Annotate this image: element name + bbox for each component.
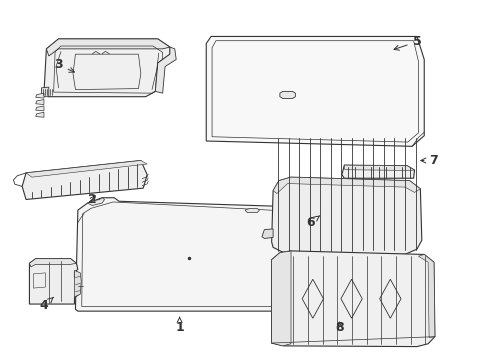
Polygon shape <box>74 270 81 297</box>
Polygon shape <box>36 112 44 117</box>
Polygon shape <box>44 39 170 97</box>
Polygon shape <box>88 198 104 206</box>
Polygon shape <box>29 259 76 267</box>
Text: 6: 6 <box>306 216 320 229</box>
Polygon shape <box>271 251 435 347</box>
Polygon shape <box>36 106 44 111</box>
Text: 3: 3 <box>54 58 74 72</box>
Polygon shape <box>36 100 44 104</box>
Polygon shape <box>418 255 435 338</box>
Polygon shape <box>212 41 418 142</box>
Polygon shape <box>47 39 170 56</box>
Text: 2: 2 <box>88 193 97 206</box>
Polygon shape <box>342 165 415 178</box>
Polygon shape <box>271 251 291 346</box>
Polygon shape <box>22 161 147 199</box>
Polygon shape <box>344 165 415 170</box>
Polygon shape <box>29 259 79 304</box>
Polygon shape <box>155 47 176 93</box>
Polygon shape <box>206 36 424 146</box>
Polygon shape <box>26 161 147 177</box>
Text: 4: 4 <box>40 297 53 312</box>
Polygon shape <box>262 229 273 238</box>
Text: 7: 7 <box>421 154 439 167</box>
Polygon shape <box>245 208 260 213</box>
Text: 8: 8 <box>335 321 344 334</box>
Polygon shape <box>75 198 298 311</box>
Text: 5: 5 <box>394 35 421 50</box>
Polygon shape <box>271 177 422 255</box>
Polygon shape <box>280 91 295 99</box>
Text: 1: 1 <box>175 318 184 334</box>
Polygon shape <box>42 87 49 97</box>
Polygon shape <box>273 177 420 193</box>
Polygon shape <box>36 93 44 98</box>
